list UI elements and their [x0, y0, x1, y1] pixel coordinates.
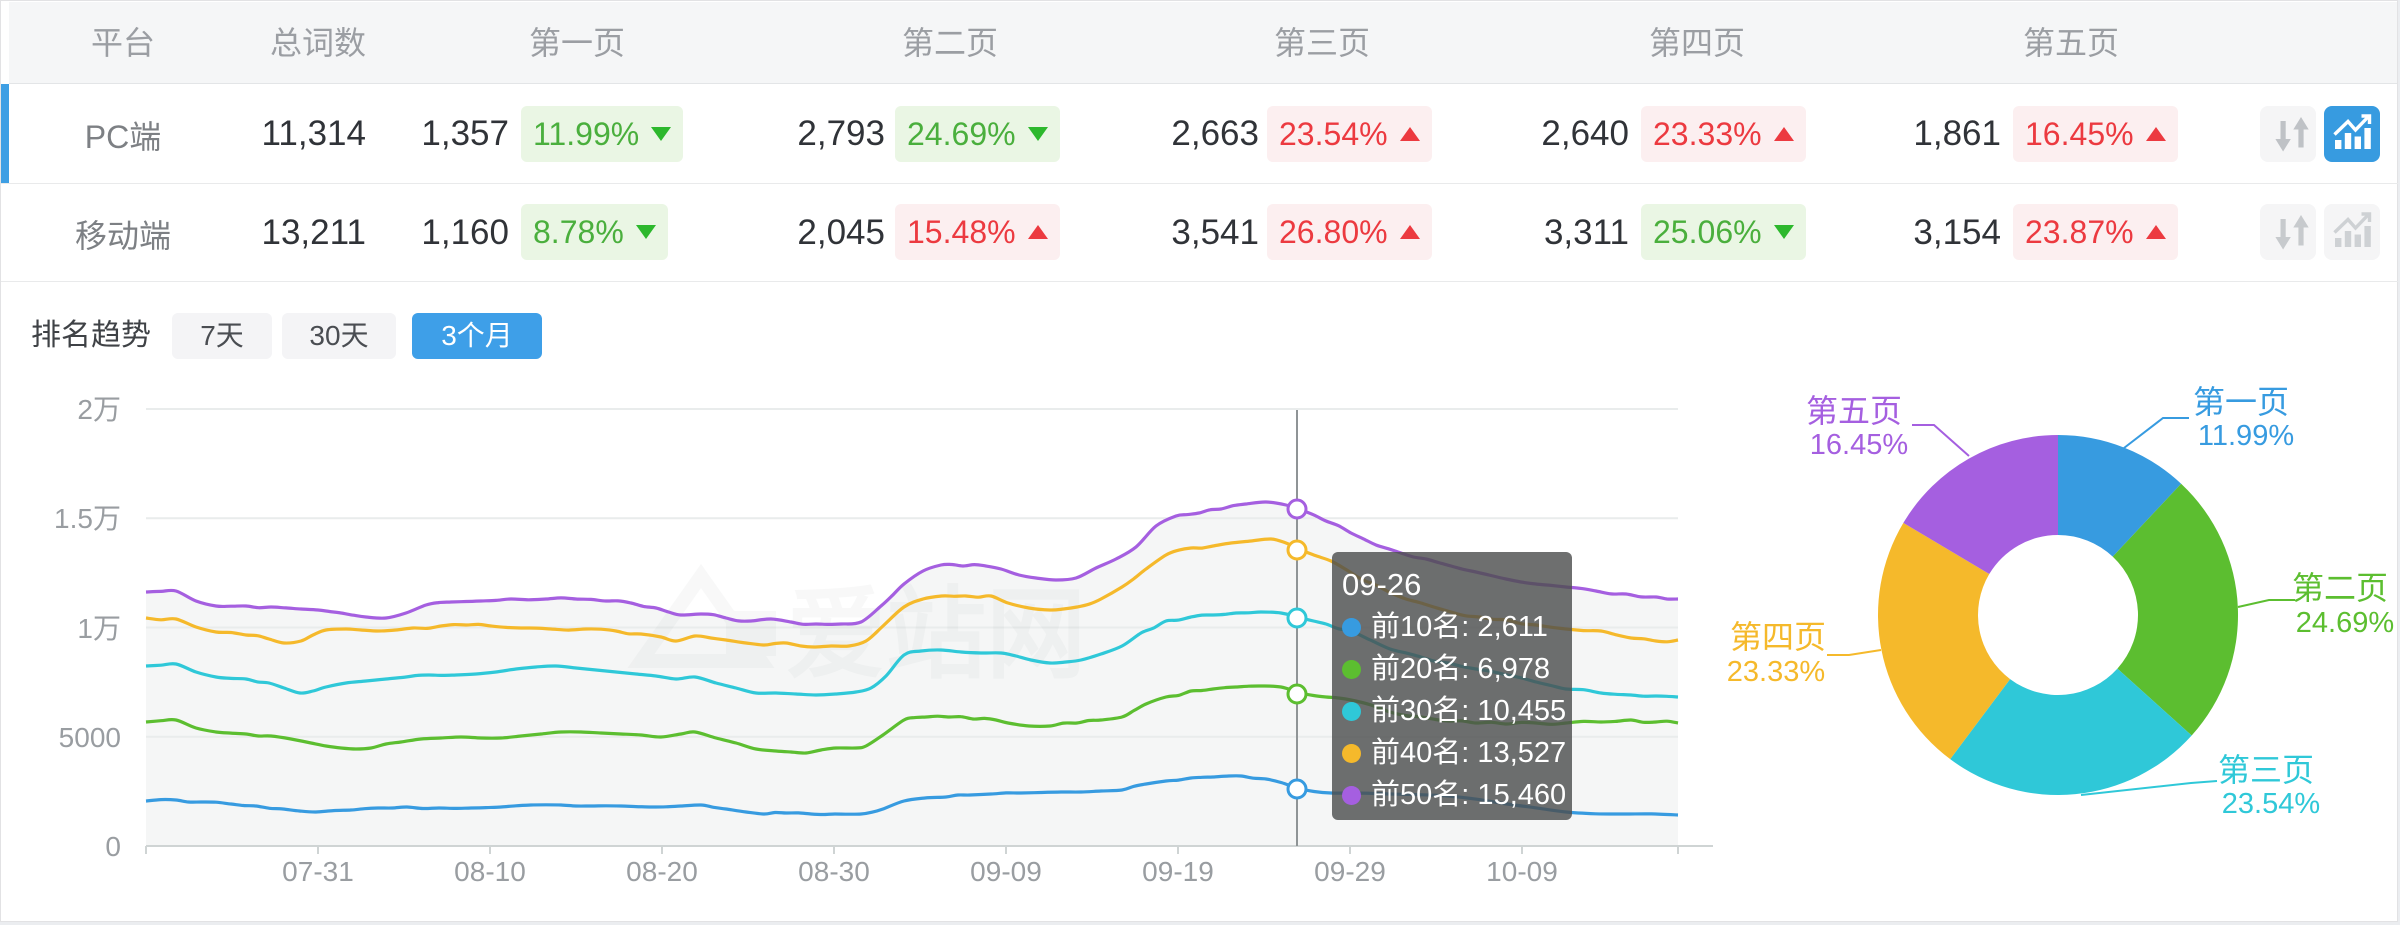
svg-text:09-19: 09-19 — [1142, 856, 1214, 887]
svg-text:1万: 1万 — [77, 613, 121, 644]
svg-text:1.5万: 1.5万 — [54, 503, 121, 534]
svg-text:11.99%: 11.99% — [2198, 420, 2294, 452]
svg-text:08-20: 08-20 — [626, 856, 698, 887]
svg-text:23.54%: 23.54% — [2222, 788, 2320, 820]
svg-text:07-31: 07-31 — [282, 856, 354, 887]
svg-text:09-29: 09-29 — [1314, 856, 1386, 887]
svg-text:2万: 2万 — [77, 394, 121, 425]
svg-text:5000: 5000 — [59, 722, 121, 753]
svg-text:08-10: 08-10 — [454, 856, 526, 887]
svg-text:10-09: 10-09 — [1486, 856, 1558, 887]
svg-text:第二页: 第二页 — [2292, 570, 2388, 606]
svg-text:第三页: 第三页 — [2218, 752, 2314, 788]
svg-text:08-30: 08-30 — [798, 856, 870, 887]
svg-text:第四页: 第四页 — [1730, 619, 1826, 655]
svg-text:第五页: 第五页 — [1806, 393, 1902, 429]
svg-text:0: 0 — [105, 831, 121, 862]
svg-text:第一页: 第一页 — [2193, 384, 2289, 420]
svg-text:16.45%: 16.45% — [1810, 429, 1908, 461]
svg-text:09-09: 09-09 — [970, 856, 1042, 887]
svg-text:24.69%: 24.69% — [2296, 607, 2394, 639]
svg-text:23.33%: 23.33% — [1727, 656, 1825, 688]
